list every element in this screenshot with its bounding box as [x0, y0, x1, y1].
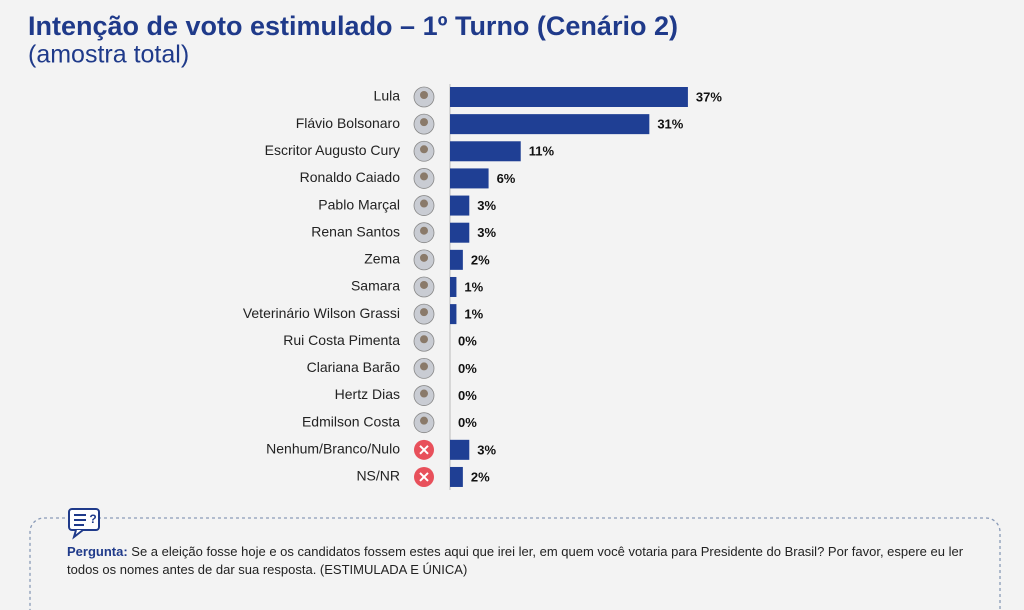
question-icon: ? — [68, 508, 100, 540]
category-label: Clariana Barão — [307, 359, 401, 375]
avatar-head — [420, 416, 428, 425]
avatar-head — [420, 91, 428, 99]
bar — [450, 276, 457, 297]
category-label: Lula — [374, 88, 401, 104]
value-label: 0% — [458, 415, 477, 430]
note: Pergunta: Se a eleição fosse hoje e os c… — [67, 543, 987, 579]
value-label: 2% — [471, 469, 490, 484]
note-label: Pergunta: — [67, 544, 128, 559]
value-label: 1% — [464, 279, 483, 294]
none-icon-x — [419, 472, 429, 482]
chart-title: Intenção de voto estimulado – 1º Turno (… — [28, 11, 678, 41]
note-text: Se a eleição fosse hoje e os candidatos … — [67, 544, 964, 577]
category-label: Hertz Dias — [335, 386, 400, 402]
bar — [450, 141, 521, 162]
avatar-head — [420, 335, 428, 344]
bar — [450, 222, 470, 243]
avatar-head — [420, 280, 428, 289]
avatar-head — [420, 389, 428, 398]
category-label: Renan Santos — [311, 223, 400, 239]
value-label: 3% — [477, 198, 496, 213]
category-label: Ronaldo Caiado — [300, 169, 401, 185]
value-label: 11% — [529, 144, 555, 159]
bar — [450, 87, 688, 107]
value-label: 31% — [657, 117, 683, 132]
avatar-head — [420, 199, 428, 208]
value-label: 3% — [477, 225, 496, 240]
bar — [450, 466, 463, 487]
bar — [450, 304, 457, 325]
value-label: 3% — [477, 442, 496, 457]
avatar-head — [420, 308, 428, 317]
value-label: 2% — [471, 252, 490, 267]
category-label: NS/NR — [356, 468, 400, 484]
category-label: Zema — [364, 251, 400, 267]
value-label: 0% — [458, 334, 477, 349]
svg-text:?: ? — [89, 512, 96, 526]
value-label: 37% — [696, 89, 722, 104]
bar — [450, 168, 489, 189]
avatar-head — [420, 172, 428, 181]
category-label: Pablo Marçal — [318, 196, 400, 212]
value-label: 6% — [497, 171, 516, 186]
category-label: Escritor Augusto Cury — [265, 142, 400, 158]
value-label: 0% — [458, 361, 477, 376]
note-box — [29, 517, 1001, 610]
value-label: 0% — [458, 388, 477, 403]
category-label: Veterinário Wilson Grassi — [243, 305, 400, 321]
category-label: Nenhum/Branco/Nulo — [266, 441, 400, 457]
none-icon-x — [419, 445, 429, 455]
avatar-head — [420, 226, 428, 235]
category-label: Rui Costa Pimenta — [283, 332, 400, 348]
avatar-head — [420, 362, 428, 371]
category-label: Flávio Bolsonaro — [296, 115, 400, 131]
bar — [450, 439, 470, 460]
category-label: Edmilson Costa — [302, 413, 400, 429]
avatar-head — [420, 253, 428, 262]
category-label: Samara — [351, 278, 400, 294]
avatar-head — [420, 118, 428, 127]
bar — [450, 195, 470, 216]
chart-subtitle: (amostra total) — [28, 41, 189, 69]
bar — [450, 249, 463, 270]
avatar-head — [420, 145, 428, 154]
bar — [450, 114, 650, 135]
value-label: 1% — [464, 307, 483, 322]
